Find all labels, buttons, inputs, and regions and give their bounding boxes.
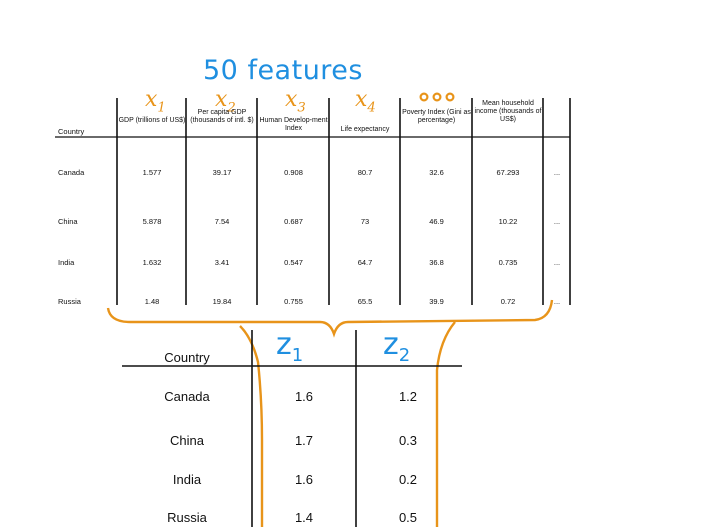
feature-label-x4: x4 <box>355 87 376 116</box>
cell-z2: 0.2 <box>398 472 418 487</box>
features-title: 50 features <box>203 55 363 86</box>
header-per-capita-gdp: Per capita GDP (thousands of intl. $) <box>190 109 254 124</box>
cell: 19.84 <box>212 297 232 306</box>
bottom-row-china: China <box>170 433 204 448</box>
curly-brace <box>106 299 554 338</box>
cell: 73 <box>360 217 370 226</box>
funnel-right <box>435 321 456 527</box>
cell: 36.8 <box>429 258 444 267</box>
cell-z1: 1.6 <box>294 472 314 487</box>
cell: 0.908 <box>284 168 303 177</box>
cell-z2: 1.2 <box>398 389 418 404</box>
cell: 0.735 <box>498 258 518 267</box>
header-life-expectancy: Life expectancy <box>340 126 390 133</box>
z2-label: z2 <box>383 327 411 366</box>
cell-z2: 0.5 <box>398 510 418 525</box>
cell-z1: 1.6 <box>294 389 314 404</box>
cell: 39.17 <box>212 168 232 177</box>
cell: 67.293 <box>496 168 520 177</box>
row-china-country: China <box>58 217 78 226</box>
top-table-grid <box>55 98 571 305</box>
bottom-row-canada: Canada <box>164 389 210 404</box>
header-hdi: Human Develop-ment Index <box>259 117 328 132</box>
cell: 0.547 <box>284 258 303 267</box>
cell: 39.9 <box>429 297 444 306</box>
ellipsis-cell: ... <box>553 217 561 226</box>
row-india-country: India <box>58 258 75 267</box>
cell: 0.687 <box>284 217 303 226</box>
header-gdp: GDP (trillions of US$) <box>118 117 186 124</box>
bottom-country-header: Country <box>164 350 210 365</box>
cell: 5.878 <box>142 217 162 226</box>
cell-z2: 0.3 <box>398 433 418 448</box>
header-mean-income: Mean household income (thousands of US$) <box>474 100 542 123</box>
funnel-left <box>239 325 264 527</box>
feature-label-x1: x1 <box>145 87 166 116</box>
bottom-row-russia: Russia <box>167 510 207 525</box>
z1-label: z1 <box>276 327 304 366</box>
bottom-row-india: India <box>172 472 202 487</box>
cell: 1.632 <box>142 258 162 267</box>
bottom-table-grid <box>122 330 462 527</box>
cell-z1: 1.4 <box>294 510 314 525</box>
cell: 1.577 <box>142 168 162 177</box>
ellipsis-dots <box>419 92 455 102</box>
cell: 3.41 <box>214 258 230 267</box>
ellipsis-cell: ... <box>553 168 561 177</box>
row-russia-country: Russia <box>58 297 81 306</box>
row-canada-country: Canada <box>58 168 85 177</box>
cell: 65.5 <box>357 297 373 306</box>
cell: 10.22 <box>498 217 518 226</box>
cell: 80.7 <box>357 168 373 177</box>
cell: 7.54 <box>214 217 230 226</box>
cell: 1.48 <box>144 297 160 306</box>
cell: 0.72 <box>500 297 516 306</box>
feature-label-x2: x2 <box>215 87 236 116</box>
ellipsis-cell: ... <box>553 258 561 267</box>
cell: 32.6 <box>429 168 444 177</box>
cell: 46.9 <box>429 217 444 226</box>
header-poverty-index: Poverty Index (Gini as percentage) <box>402 109 471 124</box>
feature-label-x3: x3 <box>285 87 306 116</box>
cell-z1: 1.7 <box>294 433 314 448</box>
cell: 0.755 <box>284 297 303 306</box>
cell: 64.7 <box>357 258 373 267</box>
top-country-header: Country <box>58 127 85 136</box>
ellipsis-cell: ... <box>553 297 561 306</box>
